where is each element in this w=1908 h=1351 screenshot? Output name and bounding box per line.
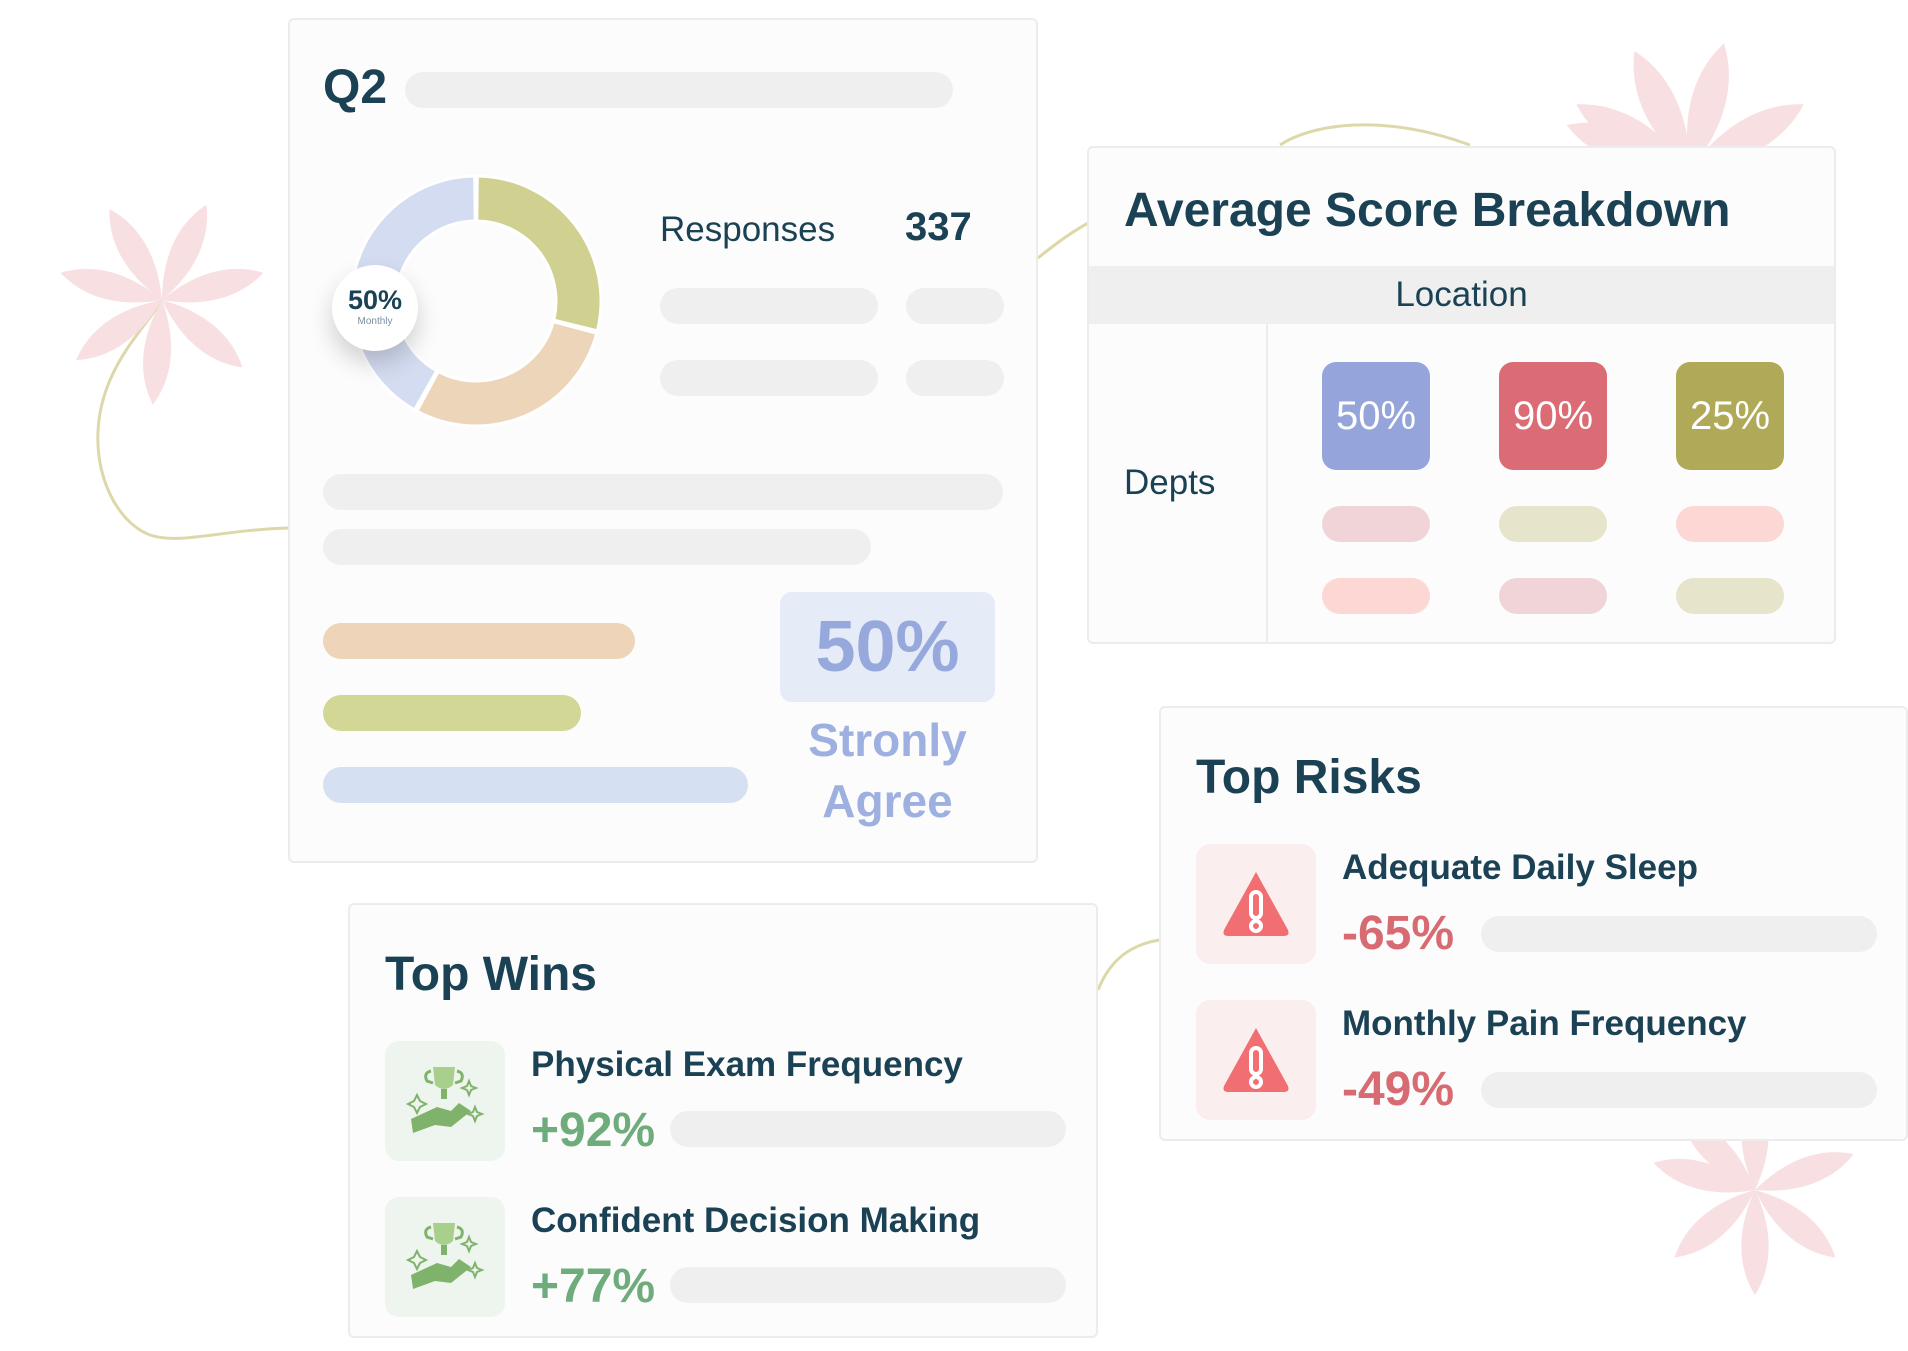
- risk-name: Monthly Pain Frequency: [1342, 1004, 1747, 1043]
- placeholder-bar: [1676, 506, 1784, 542]
- score-tile: 25%: [1676, 362, 1784, 470]
- donut-badge-subtext: Monthly: [357, 316, 393, 327]
- placeholder-bar: [1499, 578, 1607, 614]
- location-column-header: Location: [1089, 266, 1834, 324]
- win-name: Physical Exam Frequency: [531, 1045, 963, 1084]
- placeholder-bar: [323, 474, 1003, 510]
- score-tile: 90%: [1499, 362, 1607, 470]
- connector-line: [1096, 938, 1160, 991]
- card-title: Top Risks: [1196, 751, 1422, 804]
- donut-segment: [414, 319, 599, 427]
- strongly-agree-box: 50%: [780, 592, 995, 702]
- connector-line: [96, 299, 289, 540]
- win-icon-box: [385, 1041, 505, 1161]
- strongly-agree-value: 50%: [815, 607, 960, 687]
- placeholder-bar: [323, 529, 871, 565]
- win-icon-box: [385, 1197, 505, 1317]
- top-risks-card: Top Risks Adequate Daily Sleep -65% Mont…: [1159, 706, 1908, 1141]
- placeholder-bar: [1322, 506, 1430, 542]
- responses-label: Responses: [660, 210, 836, 249]
- trophy-handshake-icon: [405, 1223, 485, 1289]
- card-title: Average Score Breakdown: [1124, 184, 1731, 237]
- win-name: Confident Decision Making: [531, 1201, 981, 1240]
- risk-value: -65%: [1342, 907, 1455, 960]
- risk-name: Adequate Daily Sleep: [1342, 848, 1698, 887]
- placeholder-bar: [660, 360, 878, 396]
- placeholder-bar: [670, 1111, 1066, 1147]
- horizontal-bar: [323, 623, 635, 659]
- flower-left: [57, 199, 267, 406]
- risk-icon-box: [1196, 844, 1316, 964]
- placeholder-bar: [405, 72, 953, 108]
- horizontal-bar: [323, 767, 748, 803]
- card-title: Top Wins: [385, 948, 597, 1001]
- connector-line: [1279, 123, 1471, 147]
- donut-badge: 50% Monthly: [332, 265, 418, 351]
- responses-value: 337: [905, 205, 972, 249]
- risk-value: -49%: [1342, 1063, 1455, 1116]
- connector-line: [1037, 220, 1091, 260]
- placeholder-bar: [906, 288, 1004, 324]
- placeholder-bar: [1481, 1072, 1877, 1108]
- depts-row-label: Depts: [1124, 463, 1216, 502]
- horizontal-bar: [323, 695, 581, 731]
- placeholder-bar: [1322, 578, 1430, 614]
- warning-triangle-icon: [1223, 1028, 1289, 1092]
- placeholder-bar: [670, 1267, 1066, 1303]
- agree-label-line2: Agree: [822, 775, 953, 827]
- win-value: +77%: [531, 1260, 656, 1313]
- strongly-agree-label: Stronly Agree: [760, 710, 1015, 832]
- placeholder-bar: [1676, 578, 1784, 614]
- risk-icon-box: [1196, 1000, 1316, 1120]
- donut-badge-value: 50%: [347, 285, 403, 315]
- card-title: Q2: [323, 61, 388, 114]
- divider: [1266, 324, 1268, 642]
- placeholder-bar: [1499, 506, 1607, 542]
- placeholder-bar: [660, 288, 878, 324]
- placeholder-bar: [1481, 916, 1877, 952]
- win-value: +92%: [531, 1104, 656, 1157]
- top-wins-card: Top Wins Physical Exam Frequency +92% Co…: [348, 903, 1098, 1338]
- placeholder-bar: [906, 360, 1004, 396]
- trophy-handshake-icon: [405, 1067, 485, 1133]
- average-score-breakdown-card: Average Score Breakdown Location Depts 5…: [1087, 146, 1836, 644]
- warning-triangle-icon: [1223, 872, 1289, 936]
- donut-segment: [475, 175, 602, 333]
- agree-label-line1: Stronly: [808, 714, 967, 766]
- score-tile: 50%: [1322, 362, 1430, 470]
- q2-summary-card: Q2 50% Monthly Responses 337 50% Stronly…: [288, 18, 1038, 863]
- donut-chart: [350, 175, 602, 427]
